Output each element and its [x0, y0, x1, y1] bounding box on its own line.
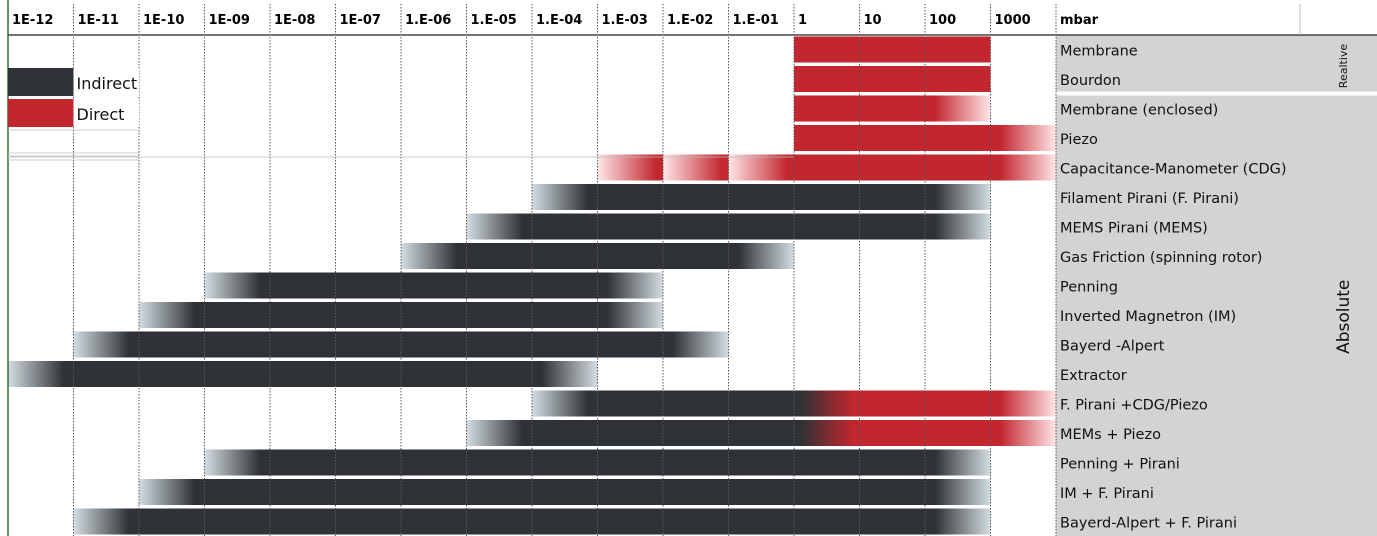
bar-indirect-r8-s1 [270, 272, 598, 299]
bar-indirect-r9-s1 [204, 302, 598, 328]
group-label-absolute: Absolute [1334, 280, 1354, 354]
bar-direct-r12-s4 [990, 390, 1056, 417]
bar-indirect-r6-s0 [466, 213, 532, 240]
bar-indirect-r12-s0 [532, 390, 598, 417]
group-separator [1056, 91, 1377, 96]
group-label-realtive: Realtive [1337, 44, 1350, 89]
row-label: Capacitance-Manometer (CDG) [1060, 162, 1287, 178]
bar-indirect-r10-s2 [663, 331, 729, 358]
bar-indirect-r15-s2 [925, 479, 991, 505]
bar-indirect-r11-s2 [532, 361, 598, 387]
bar-direct-r3-s0 [794, 125, 991, 151]
legend-label-bg [73, 68, 139, 96]
bar-direct-r2-s0 [794, 95, 925, 122]
row-label: F. Pirani +CDG/Piezo [1060, 398, 1208, 414]
column-header: 1.E-03 [602, 13, 648, 28]
bar-mix-r13-s2 [794, 420, 860, 446]
bar-direct-r4-s4 [990, 154, 1056, 181]
row-label: Filament Pirani (F. Pirani) [1060, 191, 1239, 207]
column-header: 1.E-01 [733, 13, 779, 28]
bar-indirect-r14-s0 [204, 449, 270, 476]
legend-swatch-indirect [8, 68, 74, 96]
bar-indirect-r5-s1 [597, 184, 925, 210]
bar-direct-r0-s0 [794, 36, 991, 63]
bar-direct-r13-s4 [990, 420, 1056, 446]
bar-direct-r1-s0 [794, 66, 991, 92]
row-label: Penning [1060, 280, 1118, 296]
bar-mix-r12-s2 [794, 390, 860, 417]
row-label: Bayerd -Alpert [1060, 339, 1165, 355]
bar-indirect-r7-s0 [401, 243, 467, 269]
bar-indirect-r9-s0 [139, 302, 205, 328]
row-label: Bayerd-Alpert + F. Pirani [1060, 516, 1237, 532]
column-header: 1E-12 [12, 13, 53, 28]
bar-indirect-r14-s2 [925, 449, 991, 476]
legend-label-indirect: Indirect [77, 74, 138, 93]
bar-indirect-r11-s0 [8, 361, 74, 387]
unit-header: mbar [1060, 13, 1099, 28]
bar-indirect-r10-s0 [73, 331, 139, 358]
row-label: Piezo [1060, 132, 1098, 148]
bar-direct-r2-s1 [925, 95, 991, 122]
row-label: MEMs + Piezo [1060, 427, 1161, 443]
column-header: 1.E-04 [536, 13, 582, 28]
bar-indirect-r5-s2 [925, 184, 991, 210]
row-label: Gas Friction (spinning rotor) [1060, 250, 1262, 266]
column-header: 1000 [995, 13, 1031, 28]
bar-direct-r4-s0 [597, 154, 663, 181]
bar-indirect-r11-s1 [73, 361, 532, 387]
column-header: 1 [798, 13, 807, 28]
column-header: 1E-11 [78, 13, 119, 28]
group-band-0 [1056, 35, 1377, 95]
bar-direct-r4-s2 [728, 154, 794, 181]
column-header: 1E-08 [274, 13, 315, 28]
column-header: 1.E-02 [667, 13, 713, 28]
legend-label-bg [73, 99, 139, 127]
column-header: 1E-09 [209, 13, 250, 28]
column-header: 1E-07 [340, 13, 381, 28]
bar-indirect-r8-s2 [597, 272, 663, 299]
bar-indirect-r14-s1 [270, 449, 925, 476]
bar-indirect-r6-s2 [925, 213, 991, 240]
row-label: MEMS Pirani (MEMS) [1060, 221, 1208, 237]
bar-direct-r3-s1 [990, 125, 1056, 151]
bar-indirect-r16-s2 [925, 508, 991, 535]
row-label: Extractor [1060, 368, 1127, 384]
row-label: Inverted Magnetron (IM) [1060, 309, 1236, 325]
row-labels: Membrane Bourdon Membrane (enclosed) Piezo C… [1060, 44, 1287, 532]
bar-indirect-r9-s2 [597, 302, 663, 328]
legend-label-direct: Direct [77, 105, 125, 124]
bar-indirect-r12-s1 [597, 390, 794, 417]
bar-indirect-r5-s0 [532, 184, 598, 210]
legend-swatch-direct [8, 99, 74, 127]
column-header: 1.E-06 [405, 13, 451, 28]
bar-indirect-r15-s1 [204, 479, 925, 505]
bar-indirect-r13-s0 [466, 420, 532, 446]
row-label: Bourdon [1060, 73, 1121, 89]
column-header: 100 [929, 13, 956, 28]
bar-direct-r4-s1 [663, 154, 729, 181]
row-label: Penning + Pirani [1060, 457, 1180, 473]
group-band-1 [1056, 94, 1377, 536]
bar-indirect-r15-s0 [139, 479, 205, 505]
bar-indirect-r7-s2 [728, 243, 794, 269]
row-label: IM + F. Pirani [1060, 486, 1154, 502]
row-label: Membrane [1060, 44, 1138, 60]
column-header: 1E-10 [143, 13, 184, 28]
column-header: 1.E-05 [471, 13, 517, 28]
row-label: Membrane (enclosed) [1060, 103, 1218, 119]
bar-indirect-r8-s0 [204, 272, 270, 299]
bar-direct-r4-s3 [794, 154, 991, 181]
column-header: 10 [864, 13, 882, 28]
bar-indirect-r16-s0 [73, 508, 139, 535]
